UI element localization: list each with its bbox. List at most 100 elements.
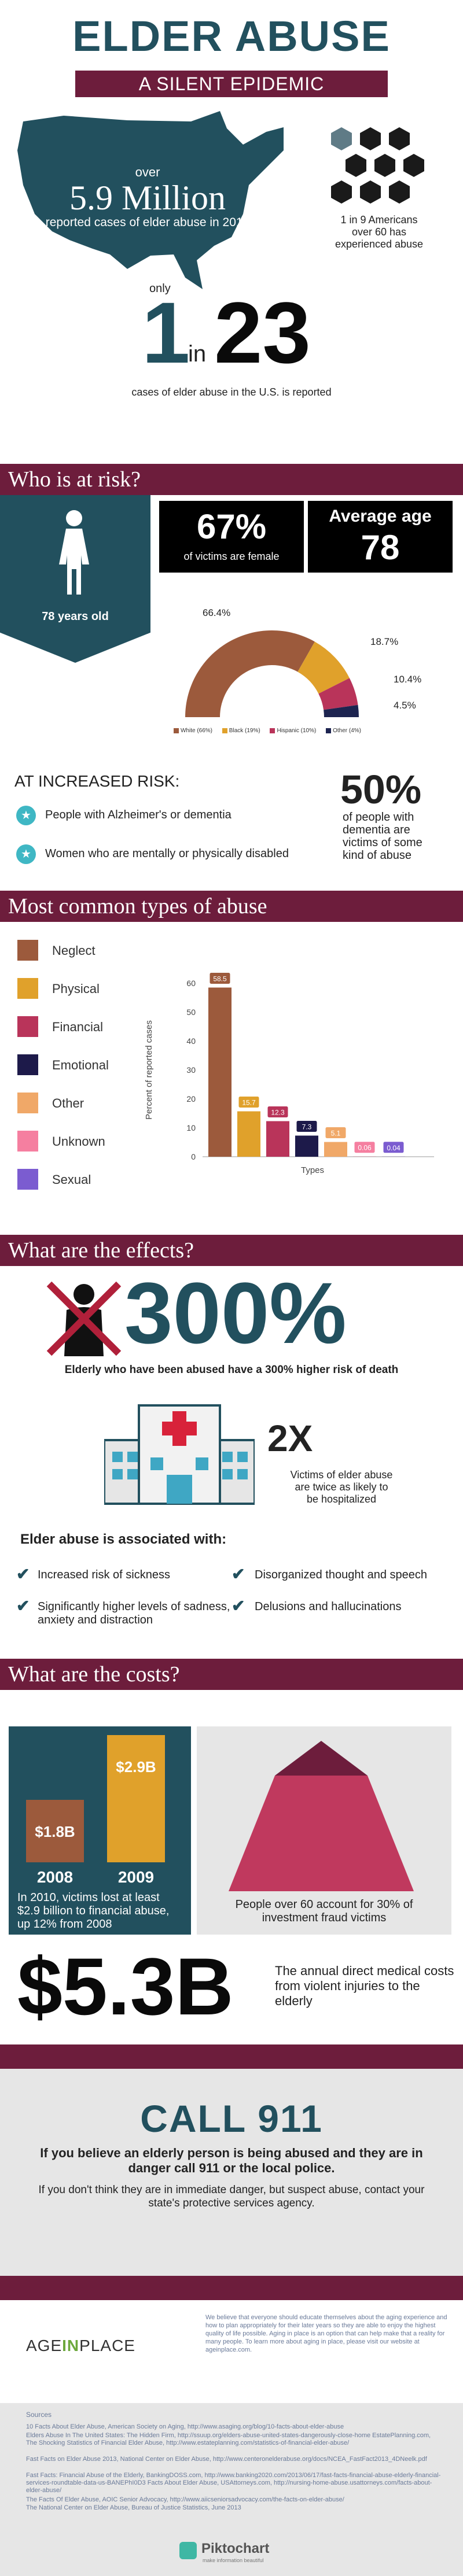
- legend-swatch: [17, 940, 38, 961]
- race-legend-hispanic: Hispanic (10%): [270, 728, 316, 734]
- source-item: Elders Abuse In The United States: The H…: [26, 2432, 431, 2446]
- fifty-pct: 50%: [340, 767, 422, 812]
- y-tick-label: 20: [186, 1094, 196, 1104]
- assoc-item-sickness: Increased risk of sickness: [38, 1569, 170, 1581]
- star-icon: ★: [16, 806, 36, 825]
- race-slice: [318, 678, 358, 710]
- avg-age-value: 78: [361, 528, 400, 567]
- death-risk-text: Elderly who have been abused have a 300%…: [64, 1364, 399, 1376]
- avg-age-box: [308, 501, 453, 573]
- check-icon: ✔: [16, 1565, 30, 1583]
- check-icon: ✔: [232, 1597, 245, 1615]
- source-item: The Facts Of Elder Abuse, AOIC Senior Ad…: [26, 2496, 344, 2503]
- medical-text: The annual direct medical costs from vio…: [275, 1964, 454, 2008]
- bar-label-bg: [383, 1141, 405, 1154]
- race-slice-label: 4.5%: [394, 700, 416, 711]
- legend-swatch: [17, 978, 38, 999]
- bar-label-bg: [267, 1106, 289, 1118]
- subtitle-banner: A SILENT EPIDEMIC: [75, 71, 388, 97]
- year-2009: 2009: [117, 1868, 155, 1886]
- call-title: CALL 911: [140, 2097, 323, 2140]
- age-caption: 78 years old: [42, 610, 109, 623]
- star-icon: ★: [16, 844, 36, 864]
- piktochart-name: Piktochart: [201, 2541, 270, 2556]
- woman-icon: [59, 510, 89, 595]
- fraud-text: People over 60 account for 30% of invest…: [235, 1898, 413, 1924]
- bar-value-label: 7.3: [302, 1123, 312, 1131]
- assoc-item-sadness: Significantly higher levels of sadness, …: [38, 1600, 230, 1626]
- bar: [266, 1121, 289, 1157]
- legend-swatch: [17, 1131, 38, 1152]
- legend-swatch: [17, 1054, 38, 1075]
- race-slice: [297, 641, 350, 694]
- y-tick-label: 40: [186, 1036, 196, 1046]
- call-top-bar: [0, 2044, 463, 2069]
- over-label: over: [135, 165, 160, 179]
- avg-age-label: Average age: [329, 507, 432, 526]
- source-item: Fast Facts: Financial Abuse of the Elder…: [26, 2472, 441, 2494]
- risk-item-alzheimers: People with Alzheimer's or dementia: [45, 809, 232, 821]
- source-item: Fast Facts on Elder Abuse 2013, National…: [26, 2456, 427, 2463]
- y-tick-label: 0: [191, 1152, 196, 1161]
- fraud-triangle: [229, 1741, 414, 1891]
- ageinplace-logo: AGEINPLACE: [26, 2337, 135, 2355]
- call-line2: If you don't think they are in immediate…: [38, 2184, 425, 2209]
- logo-age: AGE: [26, 2337, 63, 2354]
- logo-in: IN: [62, 2337, 80, 2354]
- female-pct: 67%: [196, 507, 267, 546]
- legend-swatch: [17, 1169, 38, 1190]
- types-bar-chart: Percent of reported cases 0 10 20 30 40 50 60 58…: [144, 972, 434, 1175]
- bar-label-bg: [209, 972, 231, 984]
- fifty-label: of people with dementia are victims of s…: [343, 811, 422, 862]
- race-slice: [185, 630, 315, 717]
- bar-label-bg: [354, 1141, 376, 1154]
- bar-value-label: 58.5: [213, 975, 227, 983]
- logo-place: PLACE: [79, 2337, 135, 2354]
- bar-2009-value: $2.9B: [116, 1758, 156, 1776]
- call-panel: [0, 2069, 463, 2276]
- bar: [324, 1142, 347, 1157]
- race-slice-label: 18.7%: [370, 636, 398, 647]
- page-title: ELDER ABUSE: [72, 12, 391, 60]
- reported-label: reported cases of elder abuse in 2010: [45, 216, 250, 229]
- assoc-item-disorganized: Disorganized thought and speech: [255, 1569, 427, 1581]
- source-item: 10 Facts About Elder Abuse, American Soc…: [26, 2423, 344, 2430]
- race-legend-white: White (66%): [174, 728, 212, 734]
- piktochart-icon: [179, 2542, 197, 2559]
- race-legend-other: Other (4%): [326, 728, 361, 734]
- medical-value: $5.3B: [17, 1941, 234, 2032]
- bar-value-label: 15.7: [242, 1099, 256, 1107]
- bar-2009: [107, 1735, 165, 1862]
- y-tick-label: 10: [186, 1123, 196, 1132]
- female-box: [159, 501, 304, 573]
- usa-map: [17, 111, 284, 289]
- bar-value-label: 5.1: [331, 1130, 341, 1138]
- y-tick-label: 30: [186, 1065, 196, 1075]
- one-value: 1: [142, 284, 190, 381]
- legend-label: Physical: [52, 981, 100, 996]
- y-tick-label: 60: [186, 979, 196, 988]
- assoc-item-delusions: Delusions and hallucinations: [255, 1600, 402, 1613]
- check-icon: ✔: [16, 1597, 30, 1615]
- assoc-title: Elder abuse is associated with:: [20, 1531, 227, 1547]
- hospital-icon: [104, 1404, 255, 1505]
- bar-value-label: 12.3: [271, 1109, 285, 1117]
- one-in-nine-text: 1 in 9 Americans over 60 has experienced…: [335, 214, 424, 250]
- sources-title: Sources: [26, 2411, 52, 2419]
- bar-label-bg: [296, 1120, 318, 1132]
- bar-label-bg: [238, 1096, 260, 1108]
- twenty-three-value: 23: [214, 284, 311, 381]
- increased-risk-title: AT INCREASED RISK:: [14, 772, 180, 790]
- legend-label: Unknown: [52, 1134, 105, 1149]
- three-hundred-value: 300%: [124, 1264, 347, 1361]
- crossed-person-icon: [46, 1281, 122, 1356]
- race-slice: [324, 704, 359, 717]
- legend-swatch: [17, 1016, 38, 1037]
- financial-text: In 2010, victims lost at least $2.9 bill…: [17, 1891, 170, 1931]
- legend-label: Financial: [52, 1020, 104, 1034]
- bar-value-label: 0.06: [358, 1144, 372, 1152]
- legend-label: Emotional: [52, 1058, 109, 1072]
- reported-us-text: cases of elder abuse in the U.S. is repo…: [131, 386, 332, 398]
- risk-item-disabled: Women who are mentally or physically dis…: [45, 847, 289, 860]
- y-tick-label: 50: [186, 1007, 196, 1017]
